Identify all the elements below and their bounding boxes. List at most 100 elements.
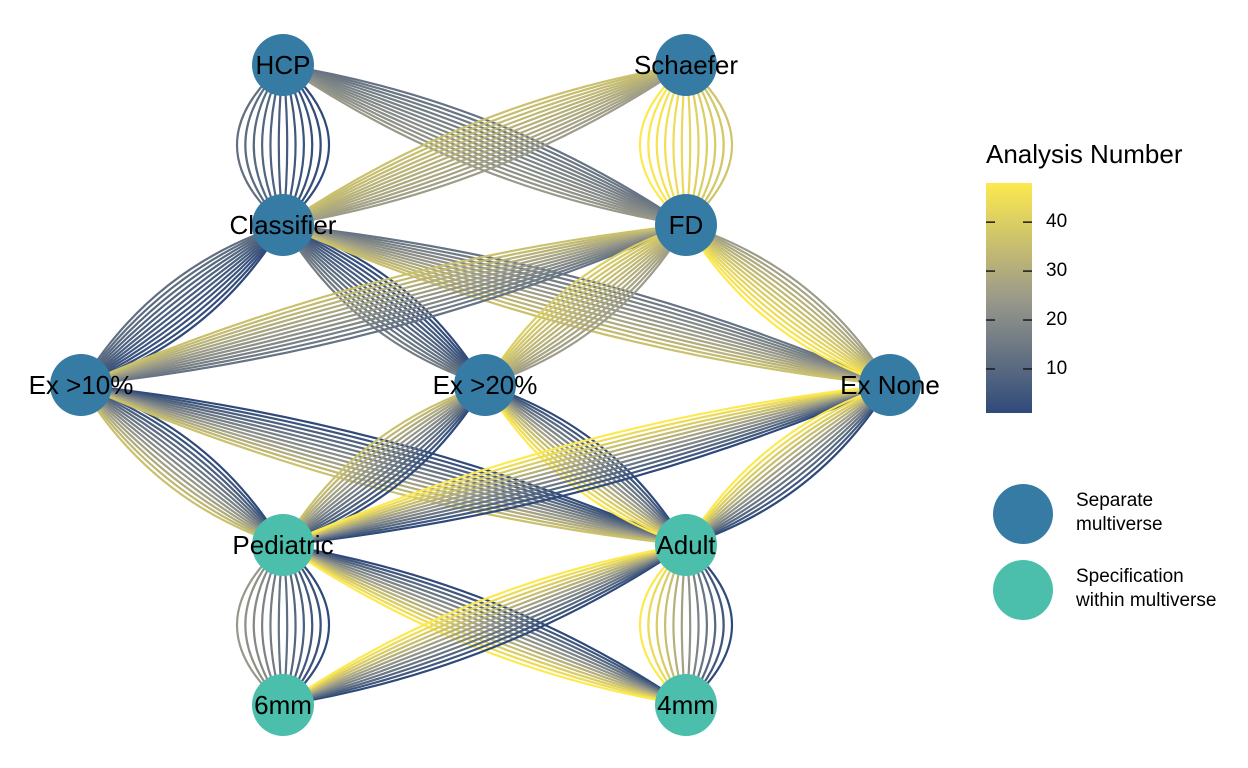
edge-Classifier-Ex10 [80, 224, 284, 386]
edge-FD-Ex20 [484, 223, 687, 386]
edge-Schaefer-Classifier [282, 64, 687, 227]
edge-Classifier-ExNone [282, 223, 891, 387]
edge-HCP-FD [282, 64, 687, 227]
edge-Ex20-Adult [484, 384, 687, 546]
edge-Classifier-ExNone [282, 223, 891, 387]
edge-ExNone-Adult [685, 384, 891, 546]
edge-Adult-6mm [282, 543, 687, 706]
edge-FD-ExNone [685, 224, 891, 387]
edge-FD-Ex10 [80, 223, 687, 387]
edge-Pediatric-4mm [282, 544, 687, 707]
edge-FD-Ex10 [80, 223, 687, 387]
edge-FD-Ex10 [80, 223, 687, 387]
edge-Classifier-Ex10 [80, 224, 284, 386]
edge-Ex10-Adult [80, 383, 687, 547]
edge-Ex20-Adult [484, 384, 687, 546]
edge-Classifier-Ex20 [282, 224, 486, 386]
edge-Ex20-Pediatric [282, 383, 486, 546]
edge-Ex20-Adult [484, 384, 687, 546]
edge-HCP-FD [282, 64, 687, 227]
edge-FD-Ex20 [484, 224, 687, 386]
edge-ExNone-Pediatric [282, 383, 891, 547]
edge-FD-Ex20 [484, 224, 687, 386]
edge-Pediatric-4mm [282, 543, 687, 707]
edge-FD-Ex20 [484, 224, 687, 386]
edge-FD-Ex10 [80, 223, 687, 387]
edge-ExNone-Pediatric [282, 383, 891, 547]
edge-Ex10-Pediatric [80, 384, 284, 546]
edge-FD-ExNone [685, 224, 891, 386]
edge-ExNone-Pediatric [282, 383, 891, 547]
edge-Ex20-Pediatric [282, 384, 486, 546]
edge-Schaefer-Classifier [282, 63, 687, 227]
node-label-schaefer: Schaefer [634, 50, 738, 80]
edge-FD-Ex20 [484, 224, 687, 386]
edge-Ex10-Pediatric [80, 384, 284, 546]
edge-Ex10-Adult [80, 383, 687, 547]
edge-Pediatric-4mm [282, 544, 687, 707]
colorbar-tick-label: 30 [1046, 260, 1068, 282]
edge-Schaefer-Classifier [282, 63, 687, 227]
edge-Adult-6mm [282, 543, 687, 706]
edge-Ex10-Pediatric [80, 384, 284, 546]
node-label-hcp: HCP [256, 50, 311, 80]
node-label-4mm: 4mm [657, 690, 715, 720]
edge-FD-Ex10 [80, 223, 687, 387]
node-ex10 [50, 354, 112, 416]
edge-Schaefer-Classifier [282, 64, 687, 227]
legend-key-separate [993, 484, 1053, 544]
edge-ExNone-Adult [685, 384, 891, 546]
node-label-classifier: Classifier [230, 210, 337, 240]
edge-FD-ExNone [685, 224, 891, 386]
edge-Classifier-Ex10 [80, 223, 284, 386]
edge-FD-ExNone [685, 224, 891, 386]
edge-ExNone-Pediatric [282, 383, 891, 547]
edge-Ex20-Pediatric [282, 384, 486, 546]
edge-HCP-FD [282, 63, 687, 226]
edge-ExNone-Adult [685, 383, 891, 546]
edge-Adult-6mm [282, 544, 687, 707]
edge-Schaefer-Classifier [282, 63, 687, 226]
edge-ExNone-Adult [685, 384, 891, 547]
legend-key-specification [993, 560, 1053, 620]
edge-Ex10-Pediatric [80, 384, 284, 546]
edge-Adult-6mm [282, 543, 687, 706]
edge-Ex20-Pediatric [282, 384, 486, 546]
edge-ExNone-Adult [685, 384, 891, 546]
edge-Classifier-ExNone [282, 223, 891, 387]
edge-HCP-FD [282, 64, 687, 227]
edge-FD-Ex20 [484, 224, 687, 387]
edge-Schaefer-Classifier [282, 64, 687, 227]
edge-Classifier-Ex20 [282, 224, 486, 386]
edge-Schaefer-Classifier [282, 64, 687, 227]
edge-Ex20-Pediatric [282, 384, 486, 546]
edge-HCP-FD [282, 63, 687, 226]
edge-FD-ExNone [685, 224, 891, 386]
edge-FD-Ex10 [80, 223, 687, 387]
edge-Classifier-Ex10 [80, 224, 284, 386]
node-fd [655, 194, 717, 256]
node-label-ex10: Ex >10% [29, 370, 134, 400]
edge-Classifier-ExNone [282, 223, 891, 387]
node-label-fd: FD [669, 210, 704, 240]
edge-ExNone-Pediatric [282, 383, 891, 547]
edge-ExNone-Adult [685, 384, 891, 547]
node-label-exnone: Ex None [840, 370, 940, 400]
edge-ExNone-Adult [685, 384, 891, 546]
edge-Ex20-Pediatric [282, 384, 486, 546]
edge-Pediatric-4mm [282, 543, 687, 707]
node-label-ex20: Ex >20% [433, 370, 538, 400]
edge-Adult-6mm [282, 544, 687, 707]
edge-Schaefer-Classifier [282, 63, 687, 226]
edge-ExNone-Adult [685, 384, 891, 546]
edge-ExNone-Adult [685, 384, 891, 546]
edge-FD-ExNone [685, 224, 891, 386]
legend-label-specification: Specification within multiverse [1076, 566, 1217, 611]
edge-Ex20-Pediatric [282, 384, 486, 546]
colorbar-tick-label: 20 [1046, 309, 1068, 331]
edge-FD-Ex20 [484, 224, 687, 386]
edge-FD-ExNone [685, 224, 891, 386]
edge-Adult-6mm [282, 543, 687, 707]
edge-Ex20-Pediatric [282, 384, 486, 546]
edge-Adult-6mm [282, 544, 687, 707]
